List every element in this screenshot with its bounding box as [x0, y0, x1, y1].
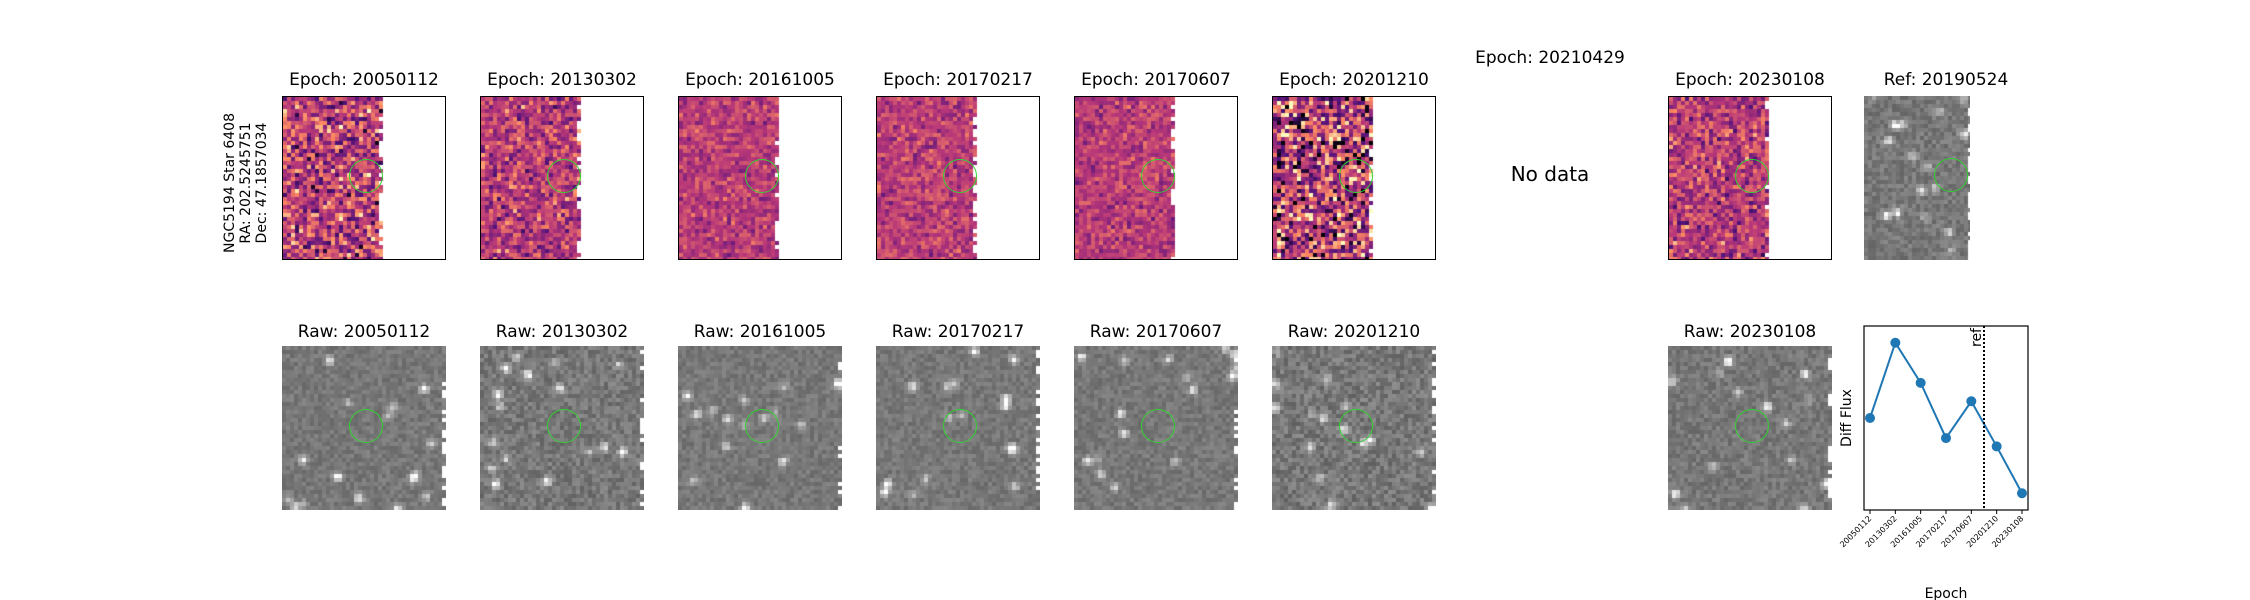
aperture-circle [1339, 409, 1373, 443]
aperture-circle [1141, 409, 1175, 443]
raw-image-1 [480, 346, 644, 510]
diff-title-7: Epoch: 20230108 [1675, 70, 1825, 90]
raw-title-5: Raw: 20201210 [1287, 322, 1421, 342]
aperture-circle [1735, 409, 1769, 443]
aperture-circle [1141, 159, 1175, 193]
aperture-circle [1934, 158, 1968, 192]
data-point [1915, 377, 1926, 388]
diff-image-1 [480, 96, 644, 260]
no-data-label: No data [1510, 162, 1590, 186]
diff-image-5 [1272, 96, 1436, 260]
aperture-circle [745, 409, 779, 443]
light-curve-frame [1863, 325, 2029, 511]
diff-title-1: Epoch: 20130302 [487, 70, 637, 90]
series-line [1869, 340, 2023, 494]
aperture-circle [745, 159, 779, 193]
diff-image-3 [876, 96, 1040, 260]
raw-title-1: Raw: 20130302 [495, 322, 629, 342]
data-point [1991, 441, 2002, 452]
diff-image-2 [678, 96, 842, 260]
raw-image-4 [1074, 346, 1238, 510]
aperture-circle [547, 159, 581, 193]
raw-image-5 [1272, 346, 1436, 510]
raw-image-2 [678, 346, 842, 510]
y-axis-label: Diff Flux [1839, 389, 1855, 447]
diff-title-3: Epoch: 20170217 [883, 70, 1033, 90]
diff-image-0 [282, 96, 446, 260]
aperture-circle [349, 159, 383, 193]
data-point [1941, 433, 1951, 444]
diff-title-6: Epoch: 20210429 [1475, 48, 1625, 68]
diff-image-4 [1074, 96, 1238, 260]
raw-image-0 [282, 346, 446, 510]
aperture-circle [943, 409, 977, 443]
reference-line-label: ref [1969, 327, 1985, 347]
diff-title-0: Epoch: 20050112 [289, 70, 439, 90]
raw-title-2: Raw: 20161005 [693, 322, 827, 342]
raw-image-6 [1668, 346, 1832, 510]
raw-title-4: Raw: 20170607 [1089, 322, 1223, 342]
diff-title-4: Epoch: 20170607 [1081, 70, 1231, 90]
raw-title-6: Raw: 20230108 [1683, 322, 1817, 342]
raw-title-0: Raw: 20050112 [297, 322, 431, 342]
diff-title-2: Epoch: 20161005 [685, 70, 835, 90]
aperture-circle [1735, 159, 1769, 193]
aperture-circle [1339, 159, 1373, 193]
x-axis-label: Epoch [1925, 586, 1968, 600]
raw-title-3: Raw: 20170217 [891, 322, 1025, 342]
data-point [1890, 337, 1901, 348]
aperture-circle [943, 159, 977, 193]
data-point [1966, 396, 1977, 407]
ref-title: Ref: 20190524 [1883, 70, 2009, 90]
diff-title-5: Epoch: 20201210 [1279, 70, 1429, 90]
aperture-circle [547, 409, 581, 443]
raw-image-3 [876, 346, 1040, 510]
data-point [2017, 488, 2027, 499]
aperture-circle [349, 409, 383, 443]
diff-image-7 [1668, 96, 1832, 260]
ref-image [1864, 96, 1970, 260]
data-point [1865, 413, 1875, 423]
